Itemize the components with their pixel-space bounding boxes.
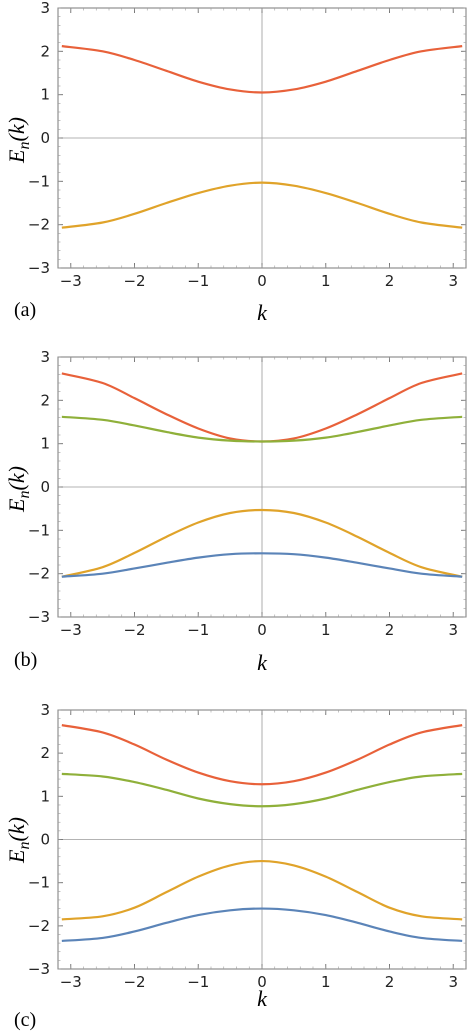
x-tick-label: −3	[60, 272, 82, 290]
x-tick-label: −1	[187, 621, 209, 639]
y-tick-label: 3	[40, 701, 50, 719]
y-tick-label: −1	[28, 521, 50, 539]
x-tick-label: 2	[385, 621, 395, 639]
svg-text:En(k): En(k)	[4, 117, 33, 164]
series-line-2	[61, 859, 463, 921]
panel-label-c: (c)	[14, 1009, 36, 1031]
plot-0: −3 −2 −1 0 1 2 3 −3 −2 −1 0 1 2 3 En(k)	[4, 0, 467, 290]
y-axis-title: En(k)	[4, 817, 33, 864]
x-tick-label: 3	[448, 621, 458, 639]
y-axis-title: En(k)	[4, 117, 33, 164]
x-tick-label: −1	[187, 973, 209, 991]
y-tick-label: 1	[40, 86, 50, 104]
series-line-0	[61, 724, 463, 786]
y-tick-label: −3	[28, 259, 50, 277]
x-tick-label: 0	[257, 272, 267, 290]
x-tick-label: 0	[257, 973, 267, 991]
x-tick-label: 3	[448, 973, 458, 991]
x-tick-label: 0	[257, 621, 267, 639]
series-line-1	[61, 772, 463, 808]
y-tick-label: 1	[40, 787, 50, 805]
panel-c: k (c)	[14, 986, 268, 1031]
series-line-0	[61, 45, 463, 94]
svg-text:En(k): En(k)	[4, 817, 33, 864]
y-tick-label: −2	[28, 565, 50, 583]
y-tick-label: −3	[28, 608, 50, 626]
y-tick-label: −3	[28, 960, 50, 978]
series-line-1	[61, 415, 463, 443]
series-line-2	[61, 508, 463, 578]
x-tick-label: 2	[385, 973, 395, 991]
y-tick-label: 3	[40, 348, 50, 366]
y-tick-label: 2	[40, 744, 50, 762]
y-axis-title: En(k)	[4, 466, 33, 513]
x-tick-label: 1	[321, 973, 331, 991]
x-tick-label: −2	[123, 621, 145, 639]
x-tick-label: −1	[187, 272, 209, 290]
series-line-3	[61, 552, 463, 578]
x-tick-label: −2	[123, 272, 145, 290]
panel-label-a: (a)	[14, 299, 36, 321]
x-axis-title: k	[257, 650, 268, 675]
y-tick-label: −1	[28, 172, 50, 190]
y-tick-label: 2	[40, 42, 50, 60]
svg-text:En(k): En(k)	[4, 466, 33, 513]
x-tick-label: 1	[321, 272, 331, 290]
x-tick-label: 2	[385, 272, 395, 290]
y-tick-label: 0	[40, 478, 50, 496]
y-tick-label: −2	[28, 917, 50, 935]
series-line-3	[61, 907, 463, 943]
y-tick-label: 0	[40, 129, 50, 147]
y-tick-label: −2	[28, 216, 50, 234]
x-tick-label: −3	[60, 621, 82, 639]
y-tick-label: −1	[28, 874, 50, 892]
y-tick-label: 3	[40, 0, 50, 17]
plot-1: −3 −2 −1 0 1 2 3 −3 −2 −1 0 1 2 3 En(k)	[4, 348, 467, 639]
plot-2: −3 −2 −1 0 1 2 3 −3 −2 −1 0 1 2 3 En(k)	[4, 701, 467, 991]
x-tick-label: 1	[321, 621, 331, 639]
series-line-1	[61, 181, 463, 229]
panel-a: k (a)	[14, 299, 268, 325]
x-tick-label: 3	[448, 272, 458, 290]
panel-b: k (b)	[14, 649, 268, 675]
y-tick-label: 1	[40, 435, 50, 453]
y-tick-label: 0	[40, 831, 50, 849]
panel-label-b: (b)	[14, 649, 37, 671]
x-axis-title: k	[257, 300, 268, 325]
x-tick-label: −3	[60, 973, 82, 991]
x-axis-title: k	[257, 986, 268, 1011]
x-tick-label: −2	[123, 973, 145, 991]
y-tick-label: 2	[40, 391, 50, 409]
